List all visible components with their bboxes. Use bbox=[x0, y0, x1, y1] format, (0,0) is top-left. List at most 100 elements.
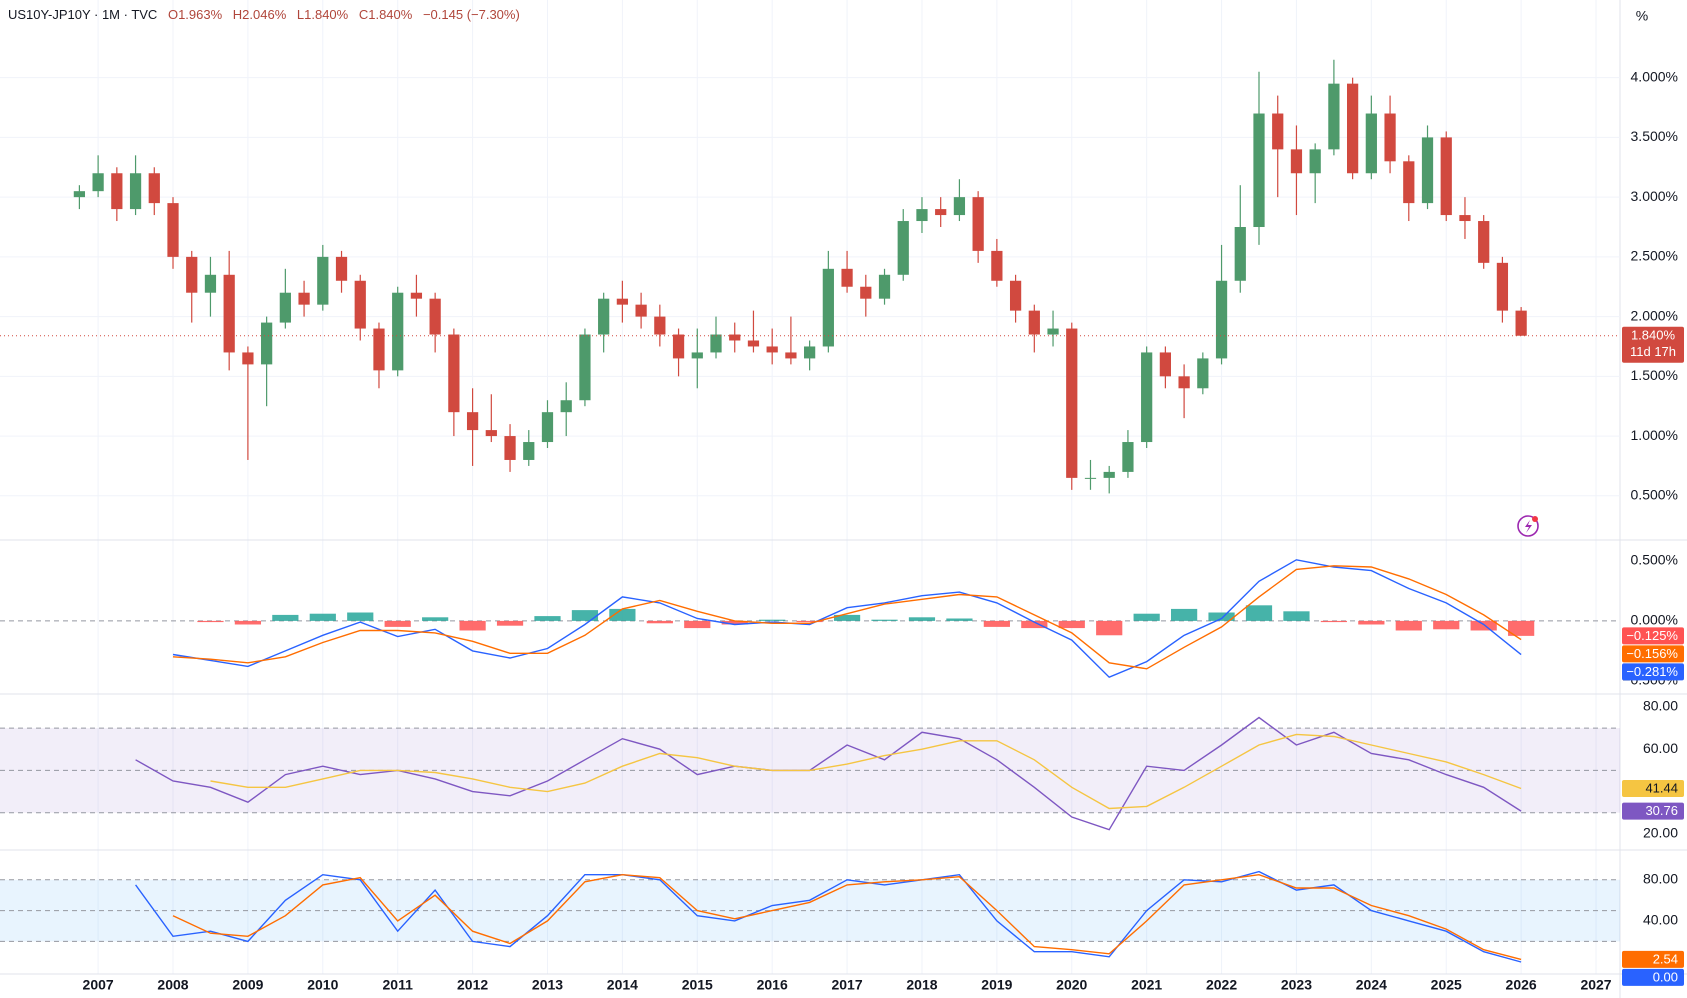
y-tick-label: 2.000% bbox=[1631, 307, 1678, 323]
x-tick-label: 2010 bbox=[307, 977, 338, 993]
candle-body bbox=[223, 274, 235, 353]
x-tick-label: 2020 bbox=[1056, 977, 1087, 993]
histogram-bar bbox=[1058, 620, 1085, 629]
x-tick-label: 2017 bbox=[831, 977, 862, 993]
histogram-bar bbox=[721, 620, 748, 625]
candle-body bbox=[541, 412, 554, 443]
y-tick-label: 80.00 bbox=[1643, 698, 1678, 714]
value-badge-label: 41.44 bbox=[1645, 780, 1678, 795]
value-badge bbox=[1622, 627, 1684, 645]
candle-body bbox=[1347, 83, 1359, 174]
histogram-bar bbox=[1283, 611, 1310, 621]
candle-body bbox=[317, 256, 329, 305]
candle-body bbox=[186, 256, 198, 293]
value-badge bbox=[1622, 802, 1684, 820]
candle-body bbox=[1028, 310, 1040, 335]
x-tick-label: 2008 bbox=[157, 977, 188, 993]
histogram-bar bbox=[347, 612, 374, 621]
candle-body bbox=[635, 304, 647, 317]
value-badge-label: −0.125% bbox=[1626, 628, 1678, 643]
histogram-bar bbox=[1470, 620, 1497, 631]
candle-body bbox=[691, 352, 703, 359]
candle-body bbox=[972, 197, 984, 251]
price-badge-label: 1.840% bbox=[1631, 328, 1676, 343]
histogram-bar bbox=[534, 616, 561, 621]
x-tick-label: 2011 bbox=[383, 977, 414, 993]
candle-body bbox=[73, 191, 86, 198]
candle-body bbox=[1515, 310, 1527, 336]
pane bbox=[0, 559, 1620, 679]
candle-body bbox=[148, 173, 160, 204]
candle-body bbox=[1459, 215, 1471, 222]
x-tick-label: 2027 bbox=[1580, 977, 1611, 993]
value-badge-label: 2.54 bbox=[1653, 951, 1678, 966]
histogram-bar bbox=[571, 610, 599, 621]
candle-body bbox=[111, 173, 123, 210]
y-tick-label: 1.000% bbox=[1631, 427, 1678, 443]
value-badge bbox=[1622, 968, 1684, 986]
value-badge bbox=[1622, 663, 1684, 681]
x-tick-label: 2013 bbox=[532, 977, 563, 993]
value-badge-label: −0.281% bbox=[1626, 664, 1678, 679]
candle-body bbox=[672, 334, 685, 359]
candle-body bbox=[466, 412, 479, 431]
candle-body bbox=[1384, 113, 1396, 162]
candle-body bbox=[1234, 227, 1246, 281]
histogram-bar bbox=[871, 619, 898, 621]
candle-body bbox=[298, 292, 310, 305]
low-value: L1.840% bbox=[296, 7, 349, 22]
candle-body bbox=[1084, 477, 1097, 479]
candle-body bbox=[523, 442, 535, 460]
pane bbox=[0, 59, 1620, 497]
candle-body bbox=[747, 340, 760, 347]
histogram-bar bbox=[1395, 620, 1422, 631]
candle-body bbox=[897, 221, 909, 275]
candle-body bbox=[1253, 113, 1265, 228]
histogram-bar bbox=[422, 617, 449, 621]
candle-body bbox=[1403, 161, 1415, 204]
x-tick-label: 2012 bbox=[457, 977, 488, 993]
candle-body bbox=[1328, 83, 1340, 150]
candle-body bbox=[822, 268, 834, 347]
candle-body bbox=[392, 292, 404, 371]
histogram-bar bbox=[908, 617, 936, 621]
histogram-bar bbox=[759, 619, 786, 621]
candle-body bbox=[354, 280, 366, 329]
candle-body bbox=[598, 298, 610, 335]
histogram-bar bbox=[684, 620, 711, 629]
histogram-bar bbox=[496, 620, 524, 626]
candle-body bbox=[953, 197, 966, 216]
y-tick-label: 80.00 bbox=[1643, 870, 1678, 886]
candle-body bbox=[261, 322, 273, 365]
value-badge-label: 30.76 bbox=[1645, 803, 1678, 818]
price-badge bbox=[1622, 326, 1684, 363]
candle-body bbox=[935, 209, 947, 216]
value-badge bbox=[1622, 780, 1684, 798]
candle-body bbox=[841, 268, 853, 287]
indicator-line bbox=[135, 870, 1522, 963]
candle-body bbox=[129, 173, 142, 210]
x-tick-label: 2019 bbox=[981, 977, 1012, 993]
candle-body bbox=[766, 346, 778, 353]
pane bbox=[0, 870, 1620, 963]
histogram-bar bbox=[796, 620, 823, 623]
candle-body bbox=[991, 250, 1003, 281]
candle-body bbox=[429, 298, 441, 335]
histogram-bar bbox=[272, 614, 299, 621]
candle-body bbox=[1290, 149, 1303, 174]
value-badge bbox=[1622, 645, 1684, 663]
x-tick-label: 2025 bbox=[1431, 977, 1462, 993]
x-tick-label: 2009 bbox=[232, 977, 263, 993]
candle-body bbox=[729, 334, 741, 341]
x-tick-label: 2018 bbox=[906, 977, 937, 993]
candle-body bbox=[1440, 137, 1452, 216]
value-badge bbox=[1622, 950, 1684, 968]
pane bbox=[0, 716, 1620, 831]
indicator-line bbox=[210, 733, 1522, 810]
histogram-bar bbox=[197, 620, 224, 623]
candle-body bbox=[785, 352, 797, 359]
histogram-bar bbox=[946, 618, 973, 621]
candle-body bbox=[167, 203, 179, 257]
y-tick-label: 0.500% bbox=[1631, 487, 1678, 503]
